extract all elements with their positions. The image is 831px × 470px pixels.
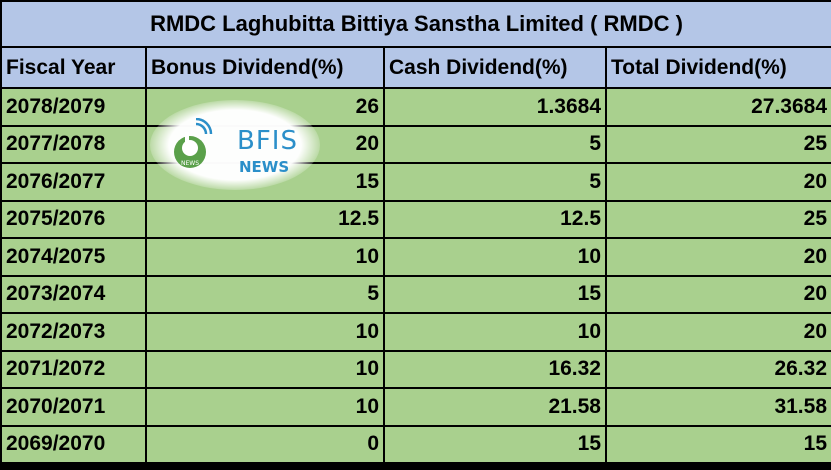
- cash-dividend-cell: 10: [383, 237, 607, 277]
- table-row: 2075/2076 12.5 12.5 25: [0, 199, 831, 239]
- total-dividend-cell: 20: [604, 312, 831, 352]
- fiscal-year-cell: 2076/2077: [0, 162, 147, 202]
- cash-dividend-cell: 12.5: [383, 199, 607, 239]
- fiscal-year-cell: 2069/2070: [0, 424, 147, 464]
- cash-dividend-cell: 15: [383, 274, 607, 314]
- header-total-dividend: Total Dividend(%): [604, 46, 831, 89]
- table-row: 2073/2074 5 15 20: [0, 274, 831, 314]
- cash-dividend-cell: 15: [383, 424, 607, 464]
- header-bonus-dividend: Bonus Dividend(%): [145, 46, 385, 89]
- total-dividend-cell: 27.3684: [604, 87, 831, 127]
- fiscal-year-cell: 2075/2076: [0, 199, 147, 239]
- fiscal-year-cell: 2072/2073: [0, 312, 147, 352]
- header-cash-dividend: Cash Dividend(%): [383, 46, 607, 89]
- total-dividend-cell: 20: [604, 274, 831, 314]
- bonus-dividend-cell: 20: [145, 124, 385, 164]
- total-dividend-cell: 15: [604, 424, 831, 464]
- bonus-dividend-cell: 10: [145, 237, 385, 277]
- fiscal-year-cell: 2078/2079: [0, 87, 147, 127]
- table-row: 2074/2075 10 10 20: [0, 237, 831, 277]
- bonus-dividend-cell: 10: [145, 387, 385, 427]
- header-fiscal-year: Fiscal Year: [0, 46, 147, 89]
- title-row: RMDC Laghubitta Bittiya Sanstha Limited …: [0, 0, 831, 48]
- bonus-dividend-cell: 15: [145, 162, 385, 202]
- total-dividend-cell: 26.32: [604, 349, 831, 389]
- table-row: 2071/2072 10 16.32 26.32: [0, 349, 831, 389]
- fiscal-year-cell: 2071/2072: [0, 349, 147, 389]
- total-dividend-cell: 25: [604, 124, 831, 164]
- total-dividend-cell: 20: [604, 237, 831, 277]
- table-title: RMDC Laghubitta Bittiya Sanstha Limited …: [0, 0, 831, 48]
- bonus-dividend-cell: 12.5: [145, 199, 385, 239]
- table-row: 2070/2071 10 21.58 31.58: [0, 387, 831, 427]
- bonus-dividend-cell: 10: [145, 312, 385, 352]
- fiscal-year-cell: 2077/2078: [0, 124, 147, 164]
- table-row: 2076/2077 15 5 20: [0, 162, 831, 202]
- table-row: 2072/2073 10 10 20: [0, 312, 831, 352]
- bonus-dividend-cell: 10: [145, 349, 385, 389]
- cash-dividend-cell: 5: [383, 162, 607, 202]
- bonus-dividend-cell: 0: [145, 424, 385, 464]
- bonus-dividend-cell: 26: [145, 87, 385, 127]
- fiscal-year-cell: 2070/2071: [0, 387, 147, 427]
- total-dividend-cell: 20: [604, 162, 831, 202]
- table-row: 2078/2079 26 1.3684 27.3684: [0, 87, 831, 127]
- table-row: 2069/2070 0 15 15: [0, 424, 831, 464]
- bonus-dividend-cell: 5: [145, 274, 385, 314]
- cash-dividend-cell: 5: [383, 124, 607, 164]
- total-dividend-cell: 31.58: [604, 387, 831, 427]
- cash-dividend-cell: 21.58: [383, 387, 607, 427]
- cash-dividend-cell: 10: [383, 312, 607, 352]
- cash-dividend-cell: 16.32: [383, 349, 607, 389]
- cash-dividend-cell: 1.3684: [383, 87, 607, 127]
- fiscal-year-cell: 2073/2074: [0, 274, 147, 314]
- fiscal-year-cell: 2074/2075: [0, 237, 147, 277]
- total-dividend-cell: 25: [604, 199, 831, 239]
- table-row: 2077/2078 20 5 25: [0, 124, 831, 164]
- header-row: Fiscal Year Bonus Dividend(%) Cash Divid…: [0, 46, 831, 89]
